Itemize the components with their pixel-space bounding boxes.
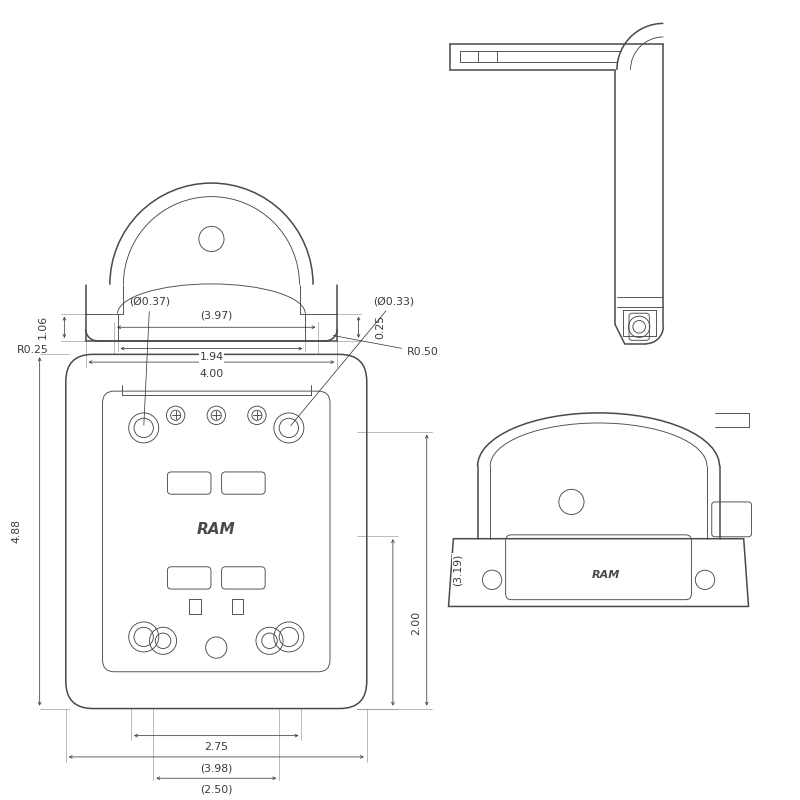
Text: (2.50): (2.50) [200, 785, 233, 795]
Text: 1.94: 1.94 [199, 352, 223, 362]
Text: 4.88: 4.88 [11, 519, 22, 543]
Text: R0.50: R0.50 [334, 335, 439, 358]
Text: (Ø0.37): (Ø0.37) [129, 296, 170, 425]
Text: 0.25: 0.25 [375, 315, 385, 339]
Text: (Ø0.33): (Ø0.33) [290, 296, 414, 426]
Text: RAM: RAM [592, 570, 621, 580]
Text: (3.98): (3.98) [200, 763, 233, 774]
Text: 1.06: 1.06 [38, 315, 48, 339]
Text: (3.97): (3.97) [200, 310, 233, 321]
Text: 2.75: 2.75 [204, 742, 228, 752]
Text: (3.19): (3.19) [453, 554, 462, 586]
Text: 2.00: 2.00 [411, 610, 421, 634]
Text: R0.25: R0.25 [17, 345, 49, 354]
Text: 4.00: 4.00 [199, 369, 223, 378]
Text: RAM: RAM [197, 522, 235, 537]
